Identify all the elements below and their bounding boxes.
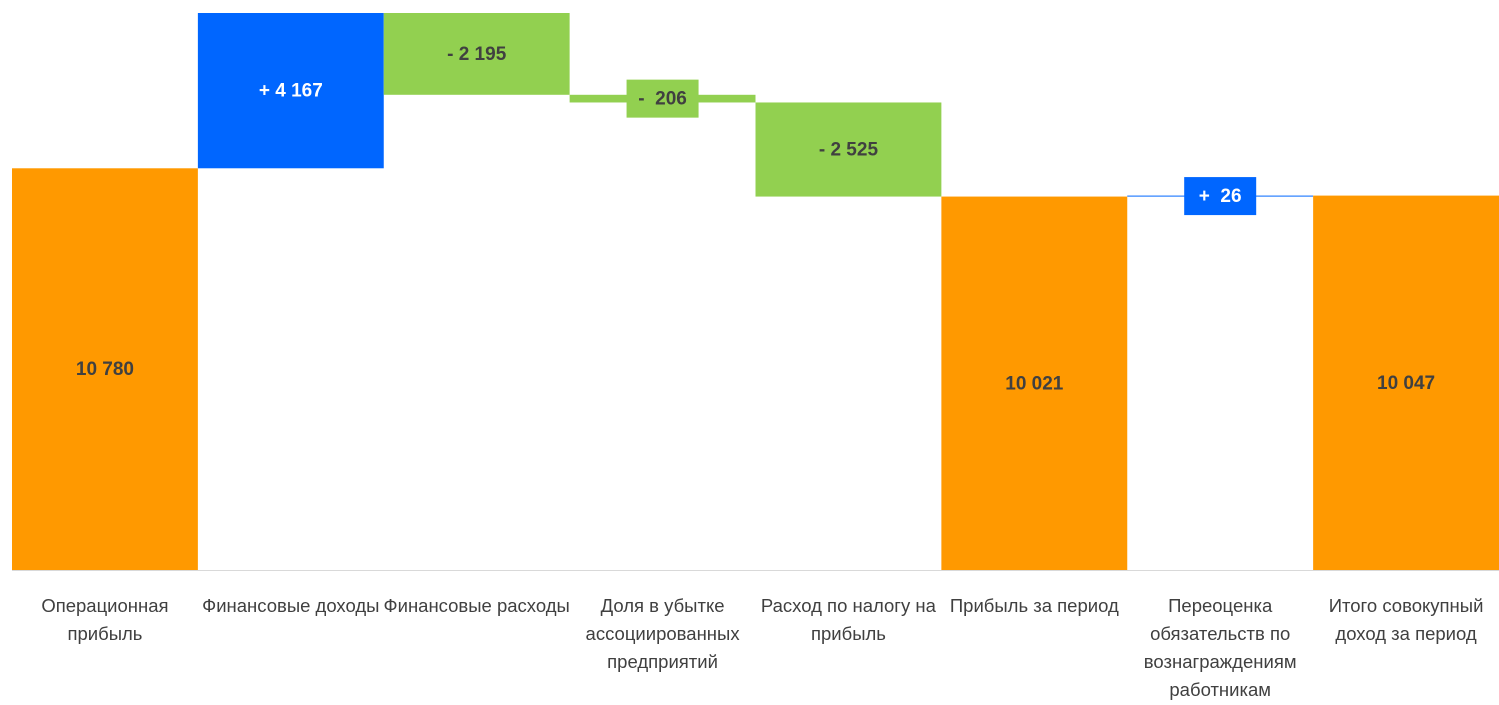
value-label: 10 047 <box>1377 373 1435 394</box>
value-label: + 4 167 <box>259 81 323 102</box>
x-tick-label: Прибыль за период <box>949 595 1119 616</box>
bar <box>1313 195 1499 570</box>
value-label: - 2 525 <box>819 140 879 161</box>
value-label: 10 780 <box>76 359 134 380</box>
x-tick-label: Финансовые доходы <box>202 595 380 616</box>
value-label: - 2 195 <box>447 44 507 65</box>
x-tick-label: Итого совокупный доход за период <box>1328 595 1484 644</box>
bar <box>755 102 942 197</box>
value-label-box <box>1184 177 1257 216</box>
x-tick-label: Операционная прибыль <box>41 595 169 644</box>
value-label: 10 021 <box>1005 373 1064 394</box>
x-tick-label: Расход по налогу на прибыль <box>760 595 936 644</box>
value-label: + 26 <box>1199 186 1242 207</box>
bar <box>941 196 1128 571</box>
bar <box>197 13 384 169</box>
value-label-box <box>626 79 699 118</box>
x-tick-label: Доля в убытке ассоциированных предприяти… <box>585 595 740 672</box>
bar <box>383 13 570 95</box>
x-tick-label: Финансовые расходы <box>383 595 570 616</box>
x-tick-label: Переоценка обязательств по вознаграждени… <box>1143 595 1297 700</box>
value-label: - 206 <box>638 89 687 110</box>
bar <box>12 168 198 570</box>
